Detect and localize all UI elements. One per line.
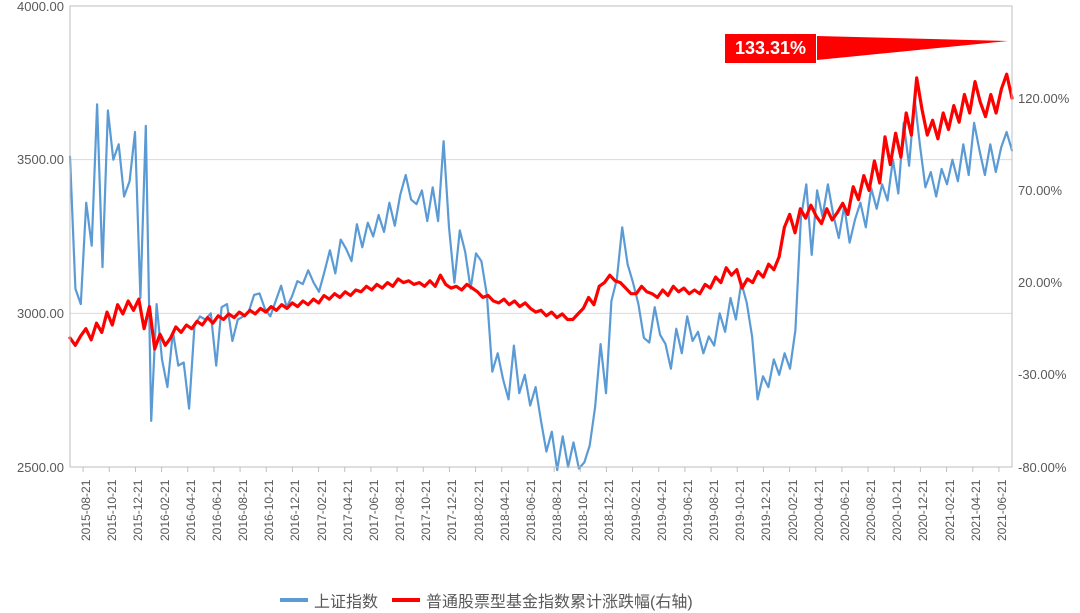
xaxis-tick: 2015-10-21 xyxy=(105,480,119,541)
yaxis-left-tick: 4000.00 xyxy=(17,0,64,14)
xaxis-tick: 2016-10-21 xyxy=(262,480,276,541)
xaxis-tick: 2017-10-21 xyxy=(419,480,433,541)
xaxis-tick: 2018-04-21 xyxy=(498,480,512,541)
yaxis-right-tick: 70.00% xyxy=(1018,183,1062,198)
yaxis-left-tick: 3500.00 xyxy=(17,152,64,167)
xaxis-tick: 2018-02-21 xyxy=(472,480,486,541)
xaxis-tick: 2019-12-21 xyxy=(759,480,773,541)
xaxis-tick: 2015-12-21 xyxy=(131,480,145,541)
xaxis-tick: 2017-12-21 xyxy=(445,480,459,541)
xaxis-tick: 2018-12-21 xyxy=(602,480,616,541)
xaxis-tick: 2020-12-21 xyxy=(916,480,930,541)
xaxis-tick: 2017-08-21 xyxy=(393,480,407,541)
xaxis-tick: 2016-06-21 xyxy=(210,480,224,541)
xaxis-tick: 2019-02-21 xyxy=(629,480,643,541)
legend-swatch-2 xyxy=(392,598,420,602)
callout-leader xyxy=(817,36,1008,60)
legend-item-2: 普通股票型基金指数累计涨跌幅(右轴) xyxy=(392,588,693,612)
legend-label-2: 普通股票型基金指数累计涨跌幅(右轴) xyxy=(426,588,693,612)
xaxis-tick: 2019-08-21 xyxy=(707,480,721,541)
xaxis-tick: 2016-12-21 xyxy=(288,480,302,541)
yaxis-right-tick: 120.00% xyxy=(1018,91,1069,106)
yaxis-right-tick: -30.00% xyxy=(1018,367,1066,382)
callout-label: 133.31% xyxy=(725,34,816,63)
xaxis-tick: 2019-04-21 xyxy=(655,480,669,541)
chart-root: 2500.00 3000.00 3500.00 4000.00 -80.00% -30.… xyxy=(0,0,1080,613)
xaxis-tick: 2021-06-21 xyxy=(995,480,1009,541)
yaxis-right-tick: 20.00% xyxy=(1018,275,1062,290)
yaxis-right-tick: -80.00% xyxy=(1018,460,1066,475)
xaxis-tick: 2016-02-21 xyxy=(158,480,172,541)
xaxis-tick: 2018-08-21 xyxy=(550,480,564,541)
xaxis-tick: 2016-04-21 xyxy=(184,480,198,541)
xaxis-tick: 2020-04-21 xyxy=(812,480,826,541)
yaxis-left-tick: 3000.00 xyxy=(17,306,64,321)
legend-swatch-1 xyxy=(280,598,308,602)
xaxis-tick: 2018-06-21 xyxy=(524,480,538,541)
xaxis-tick: 2016-08-21 xyxy=(236,480,250,541)
xaxis-tick: 2019-10-21 xyxy=(733,480,747,541)
xaxis-tick: 2020-10-21 xyxy=(890,480,904,541)
yaxis-left-tick: 2500.00 xyxy=(17,460,64,475)
legend-label-1: 上证指数 xyxy=(314,588,378,612)
xaxis-tick: 2017-06-21 xyxy=(367,480,381,541)
series-line xyxy=(70,98,1012,470)
series-line xyxy=(70,74,1012,349)
xaxis-tick: 2017-02-21 xyxy=(315,480,329,541)
xaxis-tick: 2017-04-21 xyxy=(341,480,355,541)
legend: 上证指数 普通股票型基金指数累计涨跌幅(右轴) xyxy=(280,588,693,612)
xaxis-tick: 2015-08-21 xyxy=(79,480,93,541)
xaxis-tick: 2019-06-21 xyxy=(681,480,695,541)
callout-text: 133.31% xyxy=(735,38,806,58)
xaxis-tick: 2021-04-21 xyxy=(969,480,983,541)
legend-item-1: 上证指数 xyxy=(280,588,378,612)
xaxis-tick: 2018-10-21 xyxy=(576,480,590,541)
xaxis-tick: 2020-02-21 xyxy=(786,480,800,541)
xaxis-tick: 2020-08-21 xyxy=(864,480,878,541)
xaxis-tick: 2020-06-21 xyxy=(838,480,852,541)
xaxis-tick: 2021-02-21 xyxy=(943,480,957,541)
